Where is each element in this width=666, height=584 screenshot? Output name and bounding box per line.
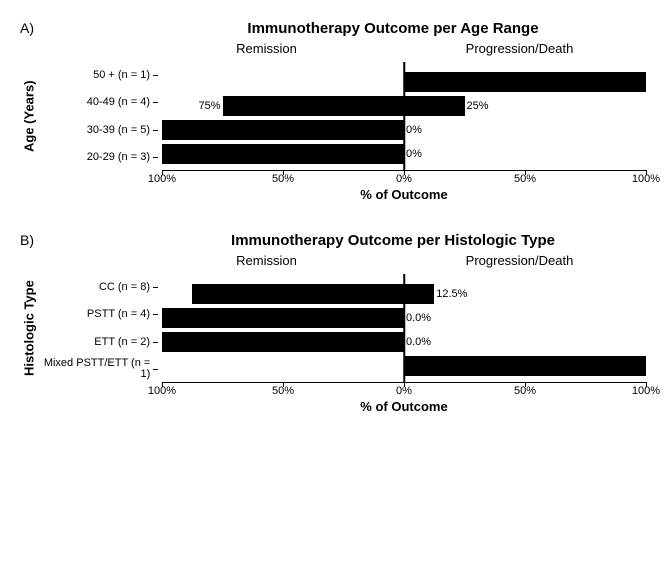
bar-progression (404, 284, 434, 304)
bar-row: 0.0% (162, 332, 646, 352)
panel-b-x-ticks: 100%50%0%50%100% (162, 383, 646, 397)
y-tick-label: Mixed PSTT/ETT (n = 1) (38, 357, 158, 381)
panel-b-x-axis: % of Outcome (20, 399, 646, 414)
panel-a-x-axis: % of Outcome (20, 187, 646, 202)
bar-remission (192, 284, 404, 304)
panel-a-plot: 75% 25% 0% 0% (162, 62, 646, 171)
x-tick-label: 50% (272, 385, 294, 397)
y-tick-label: ETT (n = 2) (38, 330, 158, 354)
panel-a-subheads: Remission Progression/Death (20, 41, 646, 56)
panel-b-title: Immunotherapy Outcome per Histologic Typ… (20, 232, 646, 249)
panel-a-left-label: Remission (140, 41, 393, 56)
bar-row: 0% (162, 144, 646, 164)
y-tick-label: CC (n = 8) (38, 276, 158, 300)
bar-progression (404, 72, 646, 92)
panel-a-letter: A) (20, 20, 34, 36)
x-tick-label: 100% (148, 173, 176, 185)
y-tick-label: 50 + (n = 1) (38, 64, 158, 88)
bar-remission (162, 120, 404, 140)
x-tick-label: 100% (632, 173, 660, 185)
x-tick-label: 50% (272, 173, 294, 185)
value-label-right: 0% (404, 148, 422, 160)
x-tick-label: 100% (148, 385, 176, 397)
value-label-right: 0.0% (404, 336, 431, 348)
bar-row: 12.5% (162, 284, 646, 304)
panel-a-y-axis: Age (Years) (20, 62, 38, 171)
x-tick-label: 100% (632, 385, 660, 397)
value-label-right: 0% (404, 124, 422, 136)
bar-row: 75% 25% (162, 96, 646, 116)
panel-b-left-label: Remission (140, 253, 393, 268)
panel-b-right-label: Progression/Death (393, 253, 646, 268)
bar-row (162, 356, 646, 376)
value-label-left: 75% (198, 100, 222, 112)
panel-a-title: Immunotherapy Outcome per Age Range (20, 20, 646, 37)
x-tick-label: 50% (514, 173, 536, 185)
bar-remission (162, 332, 404, 352)
bar-row: 0.0% (162, 308, 646, 328)
panel-a-x-ticks: 100%50%0%50%100% (162, 171, 646, 185)
bar-remission (223, 96, 405, 116)
x-tick-label: 0% (396, 385, 412, 397)
bar-row: 0% (162, 120, 646, 140)
y-tick-label: PSTT (n = 4) (38, 303, 158, 327)
panel-b: B) Immunotherapy Outcome per Histologic … (20, 232, 646, 414)
bar-remission (162, 144, 404, 164)
value-label-right: 25% (465, 100, 489, 112)
panel-a: A) Immunotherapy Outcome per Age Range R… (20, 20, 646, 202)
panel-b-y-axis: Histologic Type (20, 274, 38, 383)
panel-b-letter: B) (20, 232, 34, 248)
y-tick-label: 40-49 (n = 4) (38, 91, 158, 115)
value-label-right: 12.5% (434, 288, 467, 300)
panel-b-body: Histologic Type CC (n = 8) PSTT (n = 4) ET… (20, 274, 646, 383)
value-label-right: 0.0% (404, 312, 431, 324)
y-tick-label: 20-29 (n = 3) (38, 145, 158, 169)
panel-a-right-label: Progression/Death (393, 41, 646, 56)
y-tick-label: 30-39 (n = 5) (38, 118, 158, 142)
bar-progression (404, 356, 646, 376)
panel-b-plot: 12.5%0.0%0.0% (162, 274, 646, 383)
x-tick-label: 50% (514, 385, 536, 397)
panel-b-y-ticks: CC (n = 8) PSTT (n = 4) ETT (n = 2) Mixed P… (38, 274, 162, 383)
panel-b-subheads: Remission Progression/Death (20, 253, 646, 268)
bar-remission (162, 308, 404, 328)
panel-a-y-ticks: 50 + (n = 1) 40-49 (n = 4) 30-39 (n = 5) 20… (38, 62, 162, 171)
x-tick-label: 0% (396, 173, 412, 185)
bar-row (162, 72, 646, 92)
bar-progression (404, 96, 465, 116)
panel-a-body: Age (Years) 50 + (n = 1) 40-49 (n = 4) 30-… (20, 62, 646, 171)
